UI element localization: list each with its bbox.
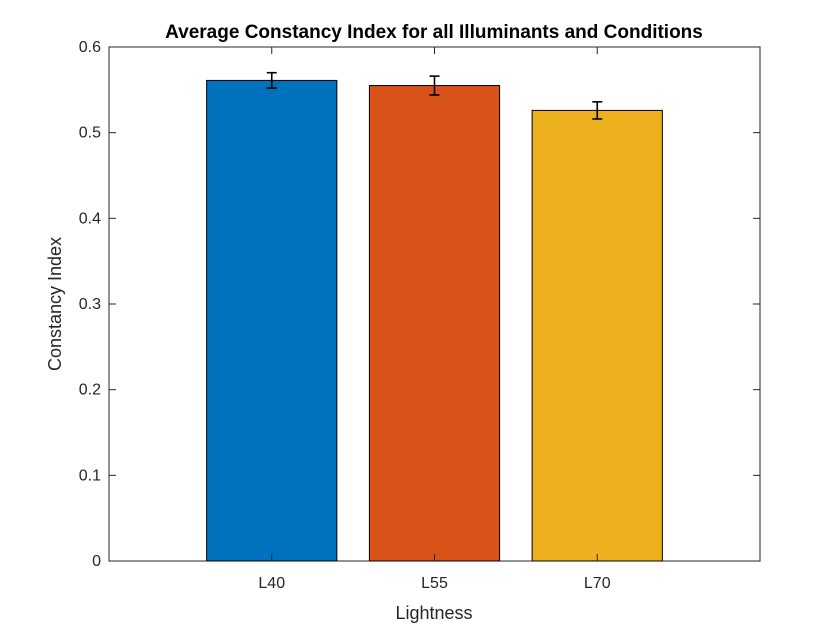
y-tick-label: 0.4 <box>79 210 101 227</box>
y-tick-label: 0 <box>92 553 101 570</box>
x-tick-label: L70 <box>584 575 611 592</box>
x-tick-label: L40 <box>258 575 285 592</box>
plot-area: L40 L55 L70 0 0.1 0.2 0.3 0.4 0.5 0.6 <box>79 39 761 592</box>
y-tick-label: 0.2 <box>79 382 101 399</box>
bar-l70 <box>531 109 663 562</box>
x-axis-label: Lightness <box>395 603 472 623</box>
y-tick-label: 0.5 <box>79 125 101 142</box>
bar-l40 <box>206 79 338 562</box>
y-tick-label: 0.1 <box>79 467 101 484</box>
y-tick-label: 0.6 <box>79 39 101 56</box>
y-axis-label: Constancy Index <box>45 237 65 371</box>
bar-l55 <box>368 85 501 562</box>
y-tick-label: 0.3 <box>79 296 101 313</box>
x-tick-label: L55 <box>421 575 448 592</box>
chart-title: Average Constancy Index for all Illumina… <box>165 22 703 43</box>
